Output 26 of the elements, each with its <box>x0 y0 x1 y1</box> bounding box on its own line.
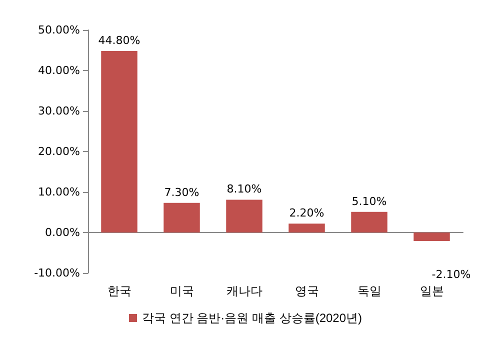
x-tick-label: 한국 <box>107 284 132 298</box>
y-tick-label: 10.00% <box>38 186 80 198</box>
data-label: 44.80% <box>98 34 140 48</box>
data-label: 8.10% <box>226 182 262 196</box>
x-tick-label: 캐나다 <box>226 284 262 298</box>
y-tick-label: 50.00% <box>38 24 80 36</box>
data-label: 7.30% <box>164 186 200 199</box>
bar <box>414 232 450 242</box>
y-tick-label: 30.00% <box>38 104 80 118</box>
bar <box>351 212 388 232</box>
data-label: 2.20% <box>289 206 324 220</box>
bar <box>164 202 200 232</box>
bar <box>101 51 138 232</box>
data-label: 5.10% <box>352 194 387 208</box>
y-tick-label: -10.00% <box>34 266 80 280</box>
x-tick-label: 일본 <box>420 284 444 298</box>
y-tick-label: 20.00% <box>38 145 80 158</box>
x-tick-label: 독일 <box>357 284 382 298</box>
y-tick-label: 40.00% <box>38 64 80 77</box>
legend-label: 각국 연간 음반·음원 매출 상승률(2020년) <box>142 311 362 325</box>
bar <box>226 200 262 232</box>
y-tick-label: 0.00% <box>45 226 80 239</box>
data-label: -2.10% <box>432 268 471 282</box>
bar <box>288 224 325 232</box>
x-tick-label: 미국 <box>170 284 194 298</box>
x-tick-label: 영국 <box>294 284 319 298</box>
